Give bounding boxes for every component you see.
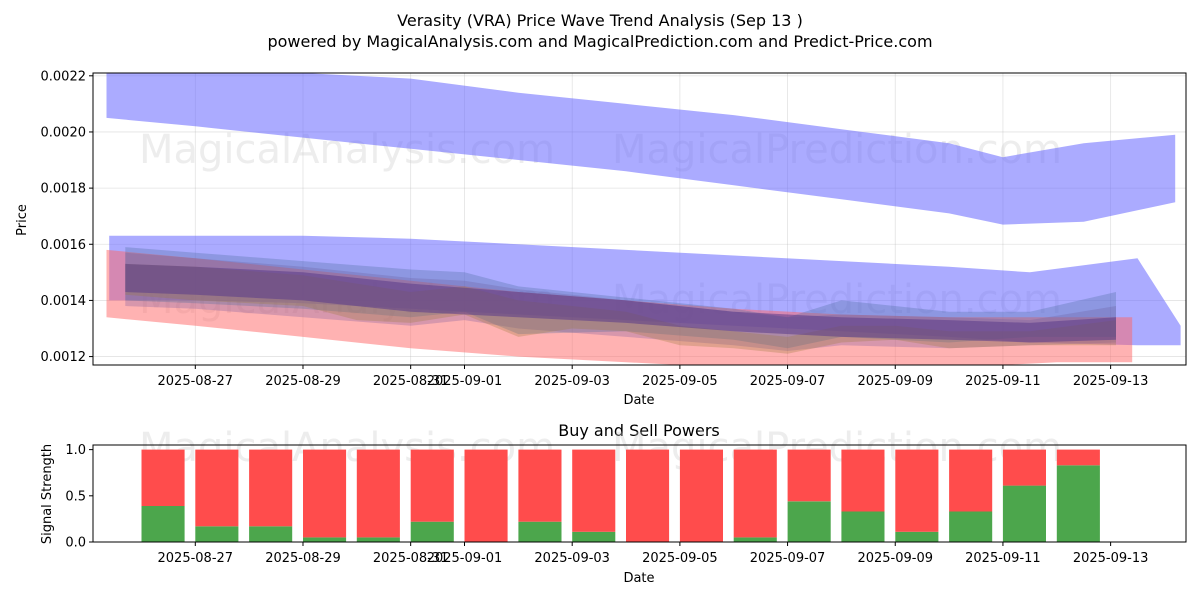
y-tick-label: 0.0020 bbox=[41, 125, 87, 140]
signal-x-axis-label: Date bbox=[623, 571, 654, 586]
buy-bar bbox=[249, 526, 293, 542]
x-tick-label: 2025-08-27 bbox=[158, 374, 234, 389]
sell-bar bbox=[464, 449, 508, 542]
sell-bar bbox=[356, 449, 400, 538]
x-tick-label: 2025-09-13 bbox=[1073, 551, 1149, 566]
buy-bar bbox=[787, 501, 831, 542]
chart-title: Verasity (VRA) Price Wave Trend Analysis… bbox=[397, 11, 803, 30]
sell-bar bbox=[141, 449, 185, 506]
buy-bar bbox=[410, 521, 454, 542]
x-tick-label: 2025-09-11 bbox=[965, 551, 1041, 566]
y-tick-label: 0.0014 bbox=[41, 294, 87, 309]
price-x-ticks: 2025-08-27 2025-08-29 2025-08-312025-09-01… bbox=[158, 365, 1149, 389]
sell-bar bbox=[1002, 449, 1046, 486]
price-bands bbox=[106, 73, 1181, 365]
watermark-magicalprediction: MagicalPrediction.com bbox=[612, 425, 1062, 471]
upper-wave-band bbox=[106, 73, 1176, 225]
signal-bars bbox=[141, 449, 1100, 542]
buy-bar bbox=[356, 537, 400, 542]
buy-bar bbox=[1002, 485, 1046, 542]
buy-bar bbox=[518, 521, 562, 542]
x-tick-label: 2025-09-05 bbox=[642, 374, 718, 389]
sell-bar bbox=[679, 449, 723, 542]
buy-bar bbox=[303, 537, 347, 542]
y-tick-label: 0.5 bbox=[65, 489, 86, 504]
sell-bar bbox=[572, 449, 616, 532]
x-tick-label: 2025-09-05 bbox=[642, 551, 718, 566]
sell-bar bbox=[303, 449, 347, 538]
x-tick-label: 2025-08-29 bbox=[265, 551, 341, 566]
signal-title: Buy and Sell Powers bbox=[558, 421, 720, 440]
signal-y-ticks: 0.0 0.5 1.0 bbox=[65, 443, 93, 551]
signal-x-ticks: 2025-08-27 2025-08-29 2025-08-312025-09-01… bbox=[158, 542, 1149, 566]
buy-bar bbox=[572, 531, 616, 542]
sell-bar bbox=[949, 449, 993, 512]
price-y-axis-label: Price bbox=[15, 204, 30, 236]
price-y-ticks: 0.0012 0.0014 0.0016 0.0018 0.0020 0.0022 bbox=[41, 69, 93, 365]
sell-bar bbox=[195, 449, 239, 527]
price-x-axis-label: Date bbox=[623, 393, 654, 408]
buy-bar bbox=[841, 511, 885, 542]
buy-bar bbox=[1056, 465, 1100, 542]
y-tick-label: 0.0022 bbox=[41, 69, 87, 84]
buy-bar bbox=[895, 531, 939, 542]
y-tick-label: 0.0 bbox=[65, 536, 86, 551]
price-plot-frame bbox=[92, 72, 1187, 366]
y-tick-label: 0.0016 bbox=[41, 238, 87, 253]
chart-subtitle: powered by MagicalAnalysis.com and Magic… bbox=[267, 32, 932, 51]
x-tick-label: 2025-09-01 bbox=[427, 551, 503, 566]
y-tick-label: 0.0012 bbox=[41, 350, 87, 365]
x-tick-label: 2025-09-07 bbox=[750, 551, 826, 566]
signal-y-axis-label: Signal Strength bbox=[40, 444, 55, 544]
sell-bar bbox=[410, 449, 454, 522]
sell-bar bbox=[733, 449, 777, 538]
sell-bar bbox=[249, 449, 293, 527]
x-tick-label: 2025-09-03 bbox=[534, 551, 610, 566]
x-tick-label: 2025-08-29 bbox=[265, 374, 341, 389]
sell-bar bbox=[787, 449, 831, 502]
price-panel: MagicalAnalysis.com MagicalPrediction.co… bbox=[15, 69, 1187, 408]
x-tick-label: 2025-09-03 bbox=[534, 374, 610, 389]
buy-bar bbox=[733, 537, 777, 542]
y-tick-label: 1.0 bbox=[65, 443, 86, 458]
x-tick-label: 2025-08-31 bbox=[373, 551, 449, 566]
buy-bar bbox=[141, 506, 185, 542]
y-tick-label: 0.0018 bbox=[41, 182, 87, 197]
x-tick-label: 2025-08-31 bbox=[373, 374, 449, 389]
x-tick-label: 2025-08-27 bbox=[158, 551, 234, 566]
x-tick-label: 2025-09-01 bbox=[427, 374, 503, 389]
x-tick-label: 2025-09-09 bbox=[857, 551, 933, 566]
buy-bar bbox=[195, 526, 239, 542]
x-tick-label: 2025-09-09 bbox=[857, 374, 933, 389]
sell-bar bbox=[518, 449, 562, 522]
core-wave-band bbox=[125, 263, 1117, 343]
x-tick-label: 2025-09-07 bbox=[750, 374, 826, 389]
buy-bar bbox=[949, 511, 993, 542]
sell-bar bbox=[1056, 449, 1100, 466]
signal-plot-frame bbox=[92, 444, 1187, 543]
x-tick-label: 2025-09-11 bbox=[965, 374, 1041, 389]
x-tick-label: 2025-09-13 bbox=[1073, 374, 1149, 389]
signal-panel: Buy and Sell Powers MagicalAnalysis.com … bbox=[40, 421, 1187, 586]
sell-bar bbox=[895, 449, 939, 532]
sell-bar bbox=[841, 449, 885, 512]
sell-bar bbox=[626, 449, 670, 542]
